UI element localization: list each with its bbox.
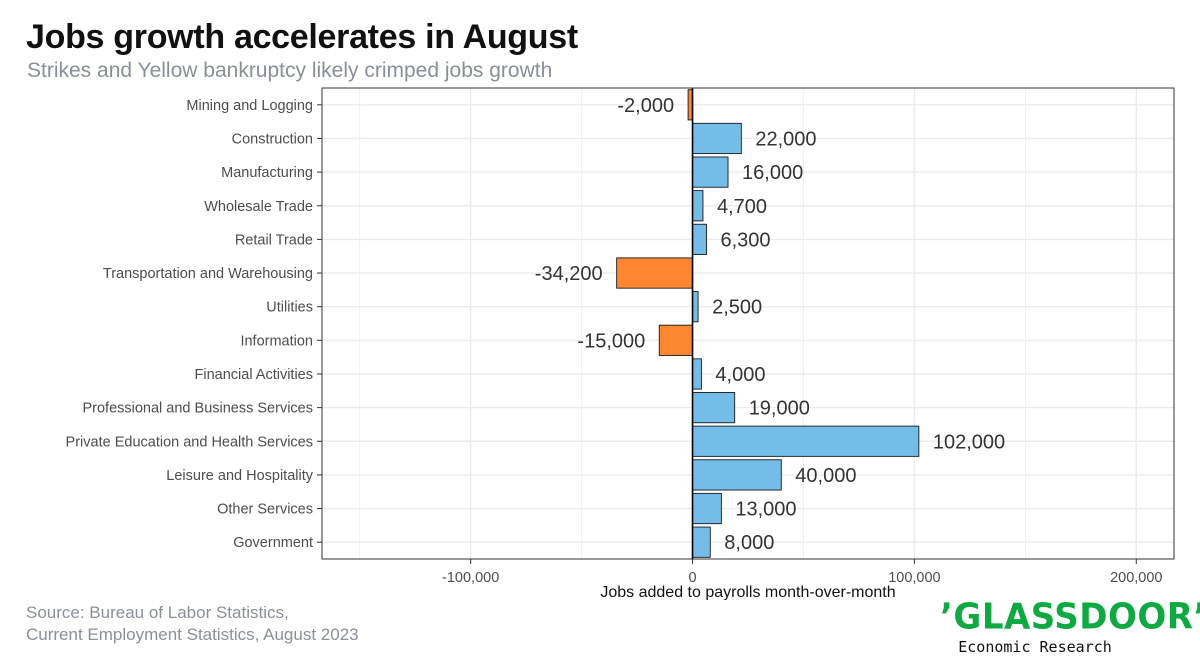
data-label: 8,000 — [724, 532, 774, 554]
bar — [692, 190, 704, 222]
chart-title: Jobs growth accelerates in August — [26, 18, 578, 56]
data-label: 6,300 — [721, 229, 771, 251]
data-labels: -2,000 22,000 16,000 4,700 6,300 -34,200 2,500… — [535, 95, 1005, 554]
logo-wordmark: ’GLASSDOOR’TM — [940, 597, 1200, 637]
x-tick-label: 0 — [688, 570, 696, 586]
bar — [692, 122, 742, 155]
bar — [692, 526, 711, 558]
data-label: 102,000 — [933, 431, 1005, 453]
category-label: Private Education and Health Services — [66, 434, 313, 450]
x-tick-label: 200,000 — [1110, 570, 1162, 586]
category-label: Other Services — [217, 502, 313, 518]
category-label: Professional and Business Services — [82, 401, 313, 417]
data-label: 13,000 — [735, 499, 796, 521]
category-label: Retail Trade — [235, 232, 313, 248]
chart-subtitle: Strikes and Yellow bankruptcy likely cri… — [27, 59, 553, 82]
category-label: Mining and Logging — [186, 98, 313, 114]
source-line-2: Current Employment Statistics, August 20… — [26, 625, 359, 644]
category-label: Government — [233, 535, 313, 551]
bar — [692, 223, 707, 255]
bar — [692, 492, 722, 525]
bars — [616, 88, 920, 559]
bar — [616, 257, 693, 289]
data-label: 22,000 — [755, 128, 816, 150]
data-label: 19,000 — [749, 398, 810, 420]
bar — [692, 358, 702, 390]
category-label: Utilities — [266, 300, 313, 316]
category-labels: Mining and Logging Construction Manufactur… — [66, 98, 322, 551]
data-label: -2,000 — [617, 95, 674, 117]
x-axis-title: Jobs added to payrolls month-over-month — [600, 584, 895, 600]
logo-wordmark-text: ’GLASSDOOR’ — [940, 596, 1200, 638]
data-label: 4,000 — [715, 364, 765, 386]
bar — [692, 425, 920, 457]
x-tick-label: -100,000 — [442, 570, 499, 586]
source-line-1: Source: Bureau of Labor Statistics, — [26, 603, 289, 622]
source-note: Source: Bureau of Labor Statistics, Curr… — [26, 602, 359, 646]
data-label: 40,000 — [795, 465, 856, 487]
gridlines — [321, 87, 1175, 560]
data-label: 16,000 — [742, 162, 803, 184]
logo-subline: Economic Research — [958, 638, 1112, 656]
category-label: Wholesale Trade — [204, 199, 313, 215]
category-label: Financial Activities — [195, 367, 313, 383]
category-label: Leisure and Hospitality — [166, 468, 313, 484]
category-label: Transportation and Warehousing — [103, 266, 313, 282]
x-axis-ticks: -100,000 0 100,000 200,000 — [442, 559, 1162, 586]
data-label: -34,200 — [535, 263, 603, 285]
bar — [692, 459, 782, 491]
data-label: 4,700 — [717, 196, 767, 218]
category-label: Information — [240, 333, 313, 349]
x-tick-label: 100,000 — [888, 570, 940, 586]
bar — [692, 291, 699, 323]
category-label: Manufacturing — [221, 165, 313, 181]
bar-chart: -2,000 22,000 16,000 4,700 6,300 -34,200 2,500… — [66, 87, 1175, 600]
bar — [658, 324, 693, 356]
data-label: 2,500 — [712, 297, 762, 319]
category-label: Construction — [232, 131, 313, 147]
bar — [692, 156, 729, 188]
glassdoor-logo: ’GLASSDOOR’TM Economic Research — [940, 597, 1200, 656]
bar — [692, 392, 736, 424]
panel-border — [321, 87, 1175, 560]
data-label: -15,000 — [577, 330, 645, 352]
